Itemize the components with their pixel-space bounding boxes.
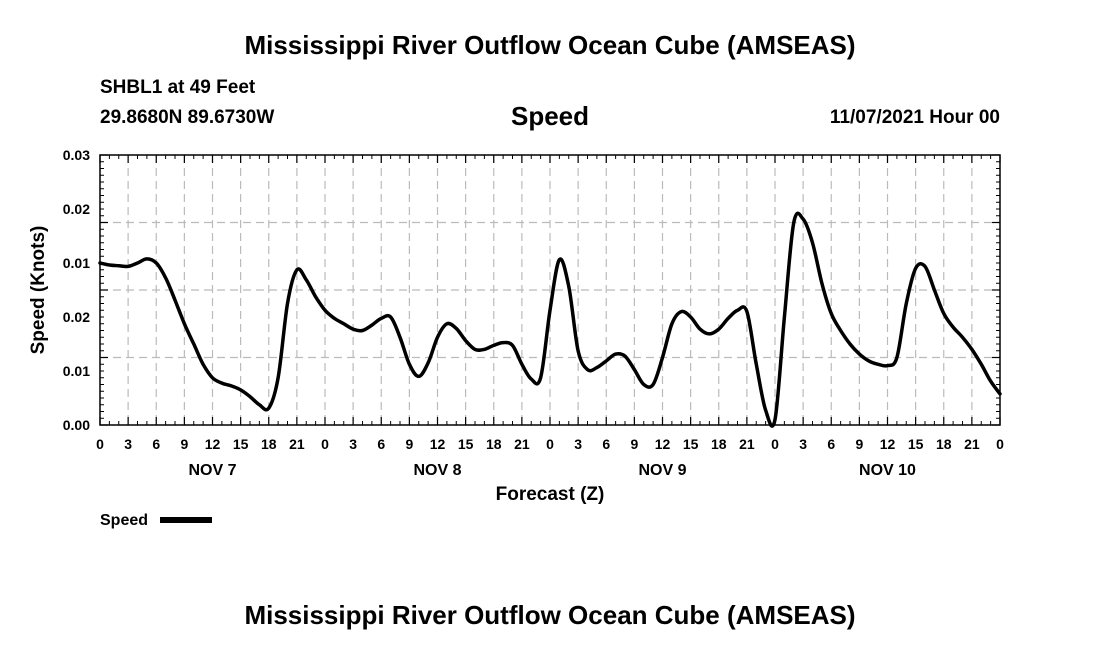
x-tick-label: 15 — [458, 436, 474, 452]
x-tick-label: 12 — [205, 436, 221, 452]
x-tick-label: 18 — [261, 436, 277, 452]
x-tick-label: 15 — [908, 436, 924, 452]
legend-label: Speed — [100, 512, 148, 529]
y-tick-label: 0.01 — [63, 363, 90, 379]
x-tick-label: 0 — [546, 436, 554, 452]
footer-title: Mississippi River Outflow Ocean Cube (AM… — [244, 600, 856, 630]
x-tick-label: 15 — [233, 436, 249, 452]
y-tick-label: 0.03 — [63, 147, 90, 163]
x-tick-label: 6 — [377, 436, 385, 452]
axis-ticks — [99, 154, 1001, 426]
x-tick-label: 21 — [964, 436, 980, 452]
legend-swatch — [160, 517, 212, 523]
day-label: NOV 7 — [188, 462, 236, 479]
day-label: NOV 8 — [413, 462, 461, 479]
x-axis-day-labels: NOV 7 NOV 8 NOV 9 NOV 10 — [188, 462, 916, 479]
speed-series-line — [98, 211, 1002, 428]
x-tick-label: 18 — [711, 436, 727, 452]
y-tick-label: 0.02 — [63, 309, 90, 325]
x-tick-label: 18 — [936, 436, 952, 452]
chart-main-title: Mississippi River Outflow Ocean Cube (AM… — [244, 30, 856, 60]
y-axis-label: Speed (Knots) — [28, 226, 49, 355]
x-tick-label: 3 — [799, 436, 807, 452]
x-tick-label: 9 — [405, 436, 413, 452]
x-tick-label: 6 — [152, 436, 160, 452]
forecast-run-time: 11/07/2021 Hour 00 — [829, 107, 1000, 128]
y-tick-label: 0.02 — [63, 201, 90, 217]
x-tick-label: 3 — [574, 436, 582, 452]
x-tick-label: 0 — [996, 436, 1004, 452]
grid-lines — [100, 155, 1000, 425]
y-axis-tick-labels: 0.00 0.01 0.02 0.01 0.02 0.03 — [63, 147, 90, 433]
x-tick-label: 0 — [321, 436, 329, 452]
x-tick-label: 6 — [827, 436, 835, 452]
parameter-title: Speed — [510, 101, 590, 131]
x-axis-tick-labels: 0 3 6 9 12 15 18 21 0 3 6 9 12 15 18 21 0 3 6 9 12 15 18 21 0 3 6 9… — [96, 436, 1004, 452]
x-tick-label: 21 — [514, 436, 530, 452]
day-label: NOV 10 — [859, 462, 916, 479]
x-tick-label: 9 — [855, 436, 863, 452]
x-tick-label: 0 — [96, 436, 104, 452]
station-name: SHBL1 at 49 Feet — [100, 77, 256, 98]
station-coordinates: 29.8680N 89.6730W — [100, 107, 275, 128]
x-tick-label: 21 — [289, 436, 305, 452]
x-tick-label: 9 — [630, 436, 638, 452]
x-tick-label: 12 — [655, 436, 671, 452]
x-tick-label: 12 — [880, 436, 896, 452]
x-tick-label: 9 — [180, 436, 188, 452]
x-axis-label: Forecast (Z) — [496, 484, 605, 505]
day-label: NOV 9 — [638, 462, 686, 479]
x-tick-label: 3 — [124, 436, 132, 452]
x-tick-label: 12 — [430, 436, 446, 452]
y-tick-label: 0.00 — [63, 417, 90, 433]
x-tick-label: 21 — [739, 436, 755, 452]
x-tick-label: 18 — [486, 436, 502, 452]
x-tick-label: 6 — [602, 436, 610, 452]
y-tick-label: 0.01 — [63, 255, 90, 271]
x-tick-label: 15 — [683, 436, 699, 452]
x-tick-label: 3 — [349, 436, 357, 452]
x-tick-label: 0 — [771, 436, 779, 452]
